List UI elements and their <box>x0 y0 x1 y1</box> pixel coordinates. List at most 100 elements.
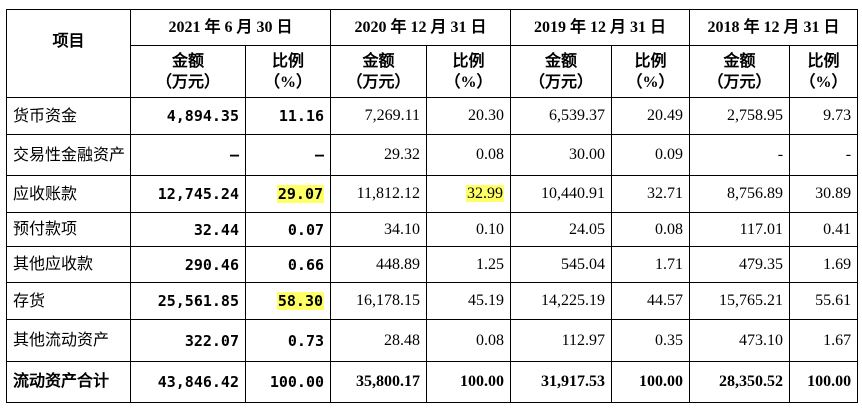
cell-value: - <box>777 146 784 163</box>
ratio-header: 比例 （%） <box>611 45 691 98</box>
ratio-cell: 0.09 <box>611 134 691 176</box>
cell-value: 479.35 <box>739 255 784 273</box>
period-header-2020: 2020 年 12 月 31 日 <box>330 9 512 46</box>
ratio-cell: 0.10 <box>426 212 512 247</box>
cell-value: 473.10 <box>739 331 784 349</box>
cell-value: 34.10 <box>384 220 421 238</box>
cell-value: 16,178.15 <box>356 292 421 309</box>
period-header-2019: 2019 年 12 月 31 日 <box>510 9 691 46</box>
amount-label: 金额 <box>362 52 395 70</box>
cell-value: 290.46 <box>184 255 239 274</box>
amount-cell: 322.07 <box>130 319 246 362</box>
cell-value: 28,350.52 <box>719 373 784 390</box>
ratio-cell: 1.25 <box>426 246 512 283</box>
cell-value: 20.30 <box>468 107 505 124</box>
cell-value: 30.00 <box>569 146 606 163</box>
cell-value: 45.19 <box>468 292 505 309</box>
amount-cell: 28,350.52 <box>689 361 791 403</box>
cell-value: 1.67 <box>823 331 852 349</box>
cell-value: 6,539.37 <box>549 107 606 124</box>
cell-value: 15,765.21 <box>719 292 784 309</box>
amount-cell: 448.89 <box>330 246 428 283</box>
period-header-2021h1: 2021 年 6 月 30 日 <box>129 9 332 46</box>
ratio-cell: 44.57 <box>611 282 691 320</box>
cell-value: 11,812.12 <box>356 185 421 202</box>
amount-label: 金额 <box>723 52 756 70</box>
ratio-cell: 1.67 <box>789 319 859 362</box>
table-row: 交易性金融资产 – – 29.32 0.08 30.00 0.09 - - <box>6 134 859 176</box>
cell-value: 0.09 <box>655 146 684 163</box>
cell-value: – <box>314 146 325 164</box>
cell-value: 322.07 <box>184 331 239 350</box>
cell-value: 24.05 <box>569 220 606 238</box>
ratio-cell: 30.89 <box>789 175 859 213</box>
ratio-cell: 0.08 <box>426 319 512 362</box>
row-label: 存货 <box>6 282 131 320</box>
row-label: 货币资金 <box>6 97 131 135</box>
amount-unit: （万元） <box>707 73 772 91</box>
item-header-text: 项目 <box>52 33 85 50</box>
cell-value: 8,756.89 <box>727 185 784 202</box>
cell-value: 1.25 <box>476 255 505 273</box>
ratio-cell: 9.73 <box>789 97 859 135</box>
cell-value: 12,745.24 <box>157 185 239 203</box>
ratio-cell: 1.69 <box>789 246 859 283</box>
ratio-cell: 20.30 <box>426 97 512 135</box>
amount-cell: 545.04 <box>510 246 613 283</box>
amount-cell: 25,561.85 <box>130 282 246 320</box>
amount-cell: 11,812.12 <box>330 175 428 213</box>
cell-value: 20.49 <box>647 107 684 124</box>
ratio-cell: – <box>244 134 332 176</box>
amount-cell: 10,440.91 <box>510 175 613 213</box>
amount-label: 金额 <box>171 52 204 70</box>
cell-value: 32.99 <box>466 185 505 202</box>
ratio-cell: 100.00 <box>789 361 859 403</box>
cell-value: 29.07 <box>276 185 325 203</box>
amount-header: 金额 （万元） <box>330 45 428 98</box>
cell-value: 7,269.11 <box>364 107 421 124</box>
cell-value: 0.73 <box>287 331 325 350</box>
cell-value: 44.57 <box>647 292 684 309</box>
header-row-units: 金额 （万元） 比例 （%） 金额 （万元） 比例 （%） 金额 （万元） 比例 （%） 金… <box>7 45 859 98</box>
amount-cell: 473.10 <box>689 319 791 362</box>
cell-value: 9.73 <box>823 107 852 124</box>
table-row: 应收账款 12,745.24 29.07 11,812.12 32.99 10,440.9… <box>6 175 859 213</box>
cell-value: 1.69 <box>823 255 852 273</box>
ratio-cell: 11.16 <box>244 97 332 135</box>
cell-value: 100.00 <box>269 373 325 391</box>
cell-value: 28.48 <box>384 331 421 349</box>
cell-value: 29.32 <box>384 146 421 163</box>
cell-value: 14,225.19 <box>541 292 606 309</box>
ratio-label: 比例 <box>272 52 305 70</box>
cell-value: - <box>845 146 852 163</box>
amount-cell: 30.00 <box>510 134 613 176</box>
amount-cell: 7,269.11 <box>330 97 428 135</box>
ratio-cell: 1.71 <box>611 246 691 283</box>
cell-value: – <box>229 146 239 164</box>
ratio-cell: 100.00 <box>611 361 691 403</box>
amount-cell: 117.01 <box>689 212 791 247</box>
cell-value: 100.00 <box>639 373 684 390</box>
ratio-cell: 0.66 <box>244 246 332 283</box>
ratio-cell: - <box>789 134 859 176</box>
amount-header: 金额 （万元） <box>510 45 613 98</box>
ratio-cell: 29.07 <box>244 175 332 213</box>
ratio-cell: 0.07 <box>244 212 332 247</box>
ratio-label: 比例 <box>452 52 485 70</box>
cell-value: 25,561.85 <box>157 292 239 310</box>
row-label: 预付款项 <box>6 212 131 247</box>
ratio-cell: 0.35 <box>611 319 691 362</box>
cell-value: 448.89 <box>376 255 421 273</box>
amount-cell: 479.35 <box>689 246 791 283</box>
amount-unit: （万元） <box>529 73 594 91</box>
amount-unit: （万元） <box>346 73 411 91</box>
cell-value: 4,894.35 <box>166 107 239 125</box>
ratio-cell: 20.49 <box>611 97 691 135</box>
ratio-cell: 58.30 <box>244 282 332 320</box>
cell-value: 32.71 <box>647 185 684 202</box>
amount-header: 金额 （万元） <box>689 45 791 98</box>
amount-cell: 8,756.89 <box>689 175 791 213</box>
current-assets-table: 项目 2021 年 6 月 30 日 2020 年 12 月 31 日 2019… <box>6 9 859 403</box>
amount-unit: （万元） <box>155 73 220 91</box>
cell-value: 0.41 <box>823 220 852 238</box>
